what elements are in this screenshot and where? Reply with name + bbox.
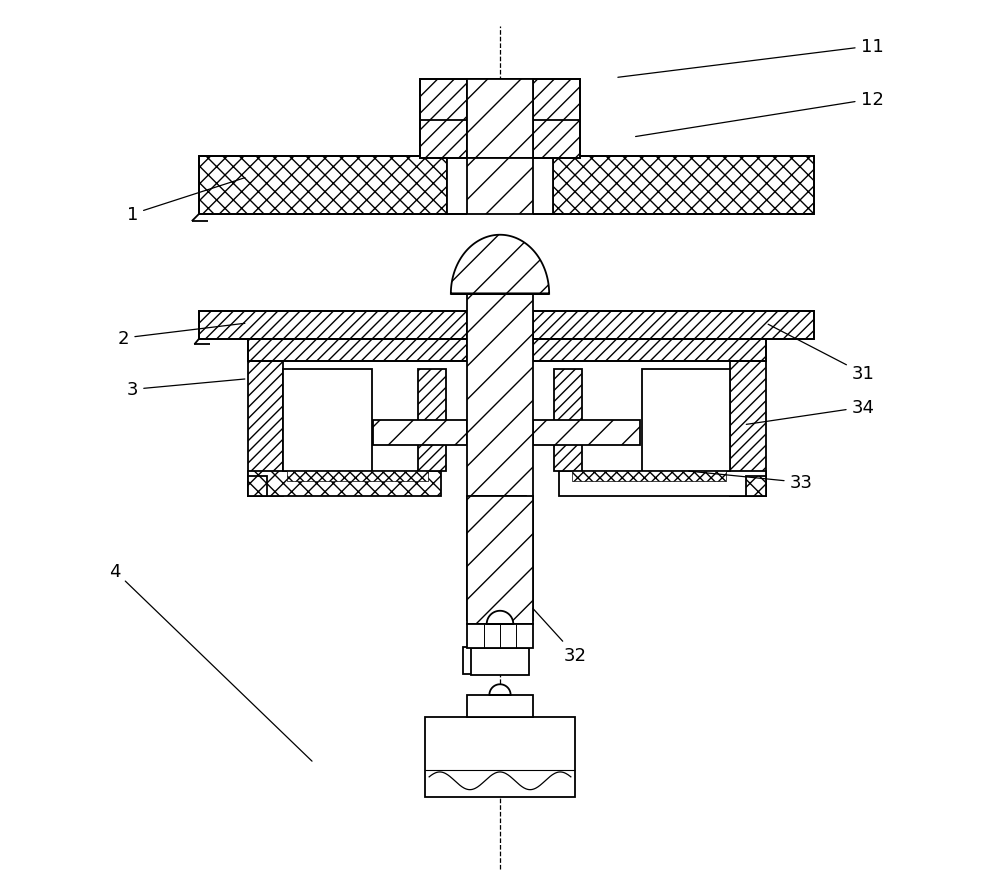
Bar <box>467 625 533 649</box>
Text: 32: 32 <box>533 609 587 664</box>
Bar <box>467 80 533 159</box>
Bar <box>373 421 467 446</box>
Bar <box>467 312 533 339</box>
Text: 34: 34 <box>746 399 875 425</box>
Bar <box>199 312 814 339</box>
Bar <box>467 214 533 294</box>
Bar <box>248 339 766 361</box>
Bar <box>425 718 575 797</box>
Bar <box>467 294 533 620</box>
Text: 33: 33 <box>689 471 813 492</box>
Bar <box>199 158 447 214</box>
Bar <box>533 80 580 159</box>
Bar <box>642 369 730 471</box>
Bar <box>730 361 766 496</box>
Bar <box>248 361 283 496</box>
Bar <box>248 339 467 361</box>
Bar <box>554 369 582 471</box>
Bar <box>420 80 580 159</box>
Text: 3: 3 <box>127 379 245 399</box>
Polygon shape <box>489 685 511 696</box>
Bar <box>199 312 467 339</box>
Bar <box>467 80 533 159</box>
Bar <box>533 339 766 361</box>
Bar <box>467 214 533 294</box>
Text: 4: 4 <box>109 563 312 761</box>
Bar <box>418 369 446 471</box>
Text: 11: 11 <box>618 38 883 78</box>
Bar <box>467 339 533 361</box>
Bar <box>467 496 533 625</box>
Bar <box>559 471 766 496</box>
Bar <box>553 158 814 214</box>
Bar <box>533 312 814 339</box>
Text: 2: 2 <box>118 324 245 347</box>
Bar <box>467 159 533 214</box>
Polygon shape <box>487 611 513 625</box>
Bar <box>420 80 467 159</box>
Bar <box>467 696 533 718</box>
Bar <box>248 477 267 496</box>
Bar <box>447 158 553 214</box>
Bar <box>463 648 528 674</box>
Bar <box>199 158 814 214</box>
Text: 12: 12 <box>636 90 883 137</box>
Text: 31: 31 <box>768 325 875 383</box>
Bar <box>471 649 529 675</box>
Bar <box>287 471 428 482</box>
Bar <box>572 471 726 482</box>
Bar <box>283 369 372 471</box>
Bar <box>746 477 766 496</box>
Polygon shape <box>451 236 549 294</box>
Bar <box>248 471 441 496</box>
Bar <box>474 496 526 510</box>
Text: 1: 1 <box>127 178 245 224</box>
Bar <box>533 421 640 446</box>
